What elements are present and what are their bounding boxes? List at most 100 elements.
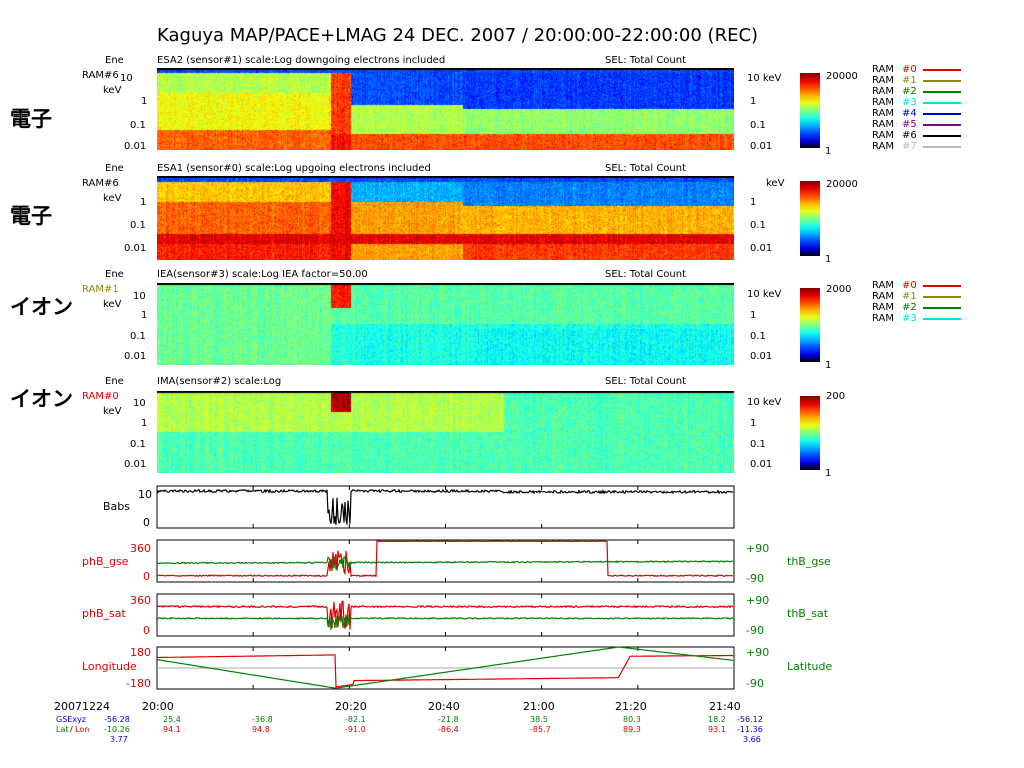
thb-sat-tick-min: -90: [746, 624, 764, 637]
ytick: 1: [141, 96, 148, 107]
unit-label: keV: [103, 299, 122, 310]
end-gse-y: -11.36: [737, 725, 763, 734]
colorbar-min: 1: [825, 146, 832, 157]
thb-sat-label: thB_sat: [787, 607, 829, 620]
legend-entry-name: RAM: [872, 108, 895, 119]
longitude-tick-max: 180: [130, 646, 151, 659]
latitude-tick-min: -90: [746, 677, 764, 690]
x-tick: 21:20: [615, 700, 647, 713]
legend-entry-name: RAM: [872, 75, 895, 86]
legend-entry-name: RAM: [872, 130, 895, 141]
legend-entry-number: #0: [902, 64, 917, 75]
gse-row-label: GSExyz: [56, 715, 86, 724]
phb-gse-tick-max: 360: [130, 542, 151, 555]
legend-entry-swatch: [923, 80, 961, 82]
legend-entry-number: #1: [902, 291, 917, 302]
x-tick: 20:00: [142, 700, 174, 713]
legend-entry-number: #6: [902, 130, 917, 141]
chart-title: Kaguya MAP/PACE+LMAG 24 DEC. 2007 / 20:0…: [157, 25, 759, 46]
longitude-line: [157, 654, 733, 688]
start-gse-x: -56.28: [104, 715, 130, 724]
colorbar-max: 200: [826, 391, 846, 402]
plot-frame: [156, 593, 735, 637]
colorbar: [800, 396, 820, 470]
sel-label: SEL: Total Count: [605, 55, 687, 66]
legend-entry-name: RAM: [872, 302, 895, 313]
ephemeris-latlon-value: 94.8: [252, 725, 270, 734]
side-label-ion-2: イオン: [10, 387, 73, 411]
legend-entry-swatch: [923, 146, 961, 148]
ephemeris-latlon-value: -85.7: [530, 725, 551, 734]
ephemeris-gse-value: 25.4: [163, 715, 181, 724]
start-gse-z: 3.77: [110, 735, 128, 744]
phb-gse-line: [156, 540, 734, 578]
panel-title: ESA2 (sensor#1) scale:Log downgoing elec…: [157, 55, 446, 66]
legend-entry-number: #2: [902, 86, 917, 97]
thb-gse-tick-max: +90: [746, 542, 770, 555]
babs-line: [156, 488, 734, 525]
side-label-electron-1: 電子: [10, 107, 52, 131]
thb-sat-tick-max: +90: [746, 594, 770, 607]
legend-entry-swatch: [923, 135, 961, 137]
legend-entry-number: #4: [902, 108, 917, 119]
ytick: 0.01: [124, 141, 147, 152]
right-tick: 0.1: [750, 331, 766, 342]
colorbar-max: 20000: [826, 179, 858, 190]
legend-entry-swatch: [923, 124, 961, 126]
ram-label: RAM#1: [82, 284, 119, 295]
x-tick: 20:20: [335, 700, 367, 713]
spectrogram-esa1: [157, 176, 734, 260]
right-tick: 1: [750, 310, 757, 321]
sel-label: SEL: Total Count: [605, 163, 687, 174]
spectrogram-esa2: [157, 68, 734, 150]
ytick: 0.1: [130, 331, 146, 342]
ytick: 1: [141, 418, 148, 429]
ephemeris-latlon-value: 94.1: [163, 725, 181, 734]
legend-entry-number: #2: [902, 302, 917, 313]
spectrogram-iea: [157, 283, 734, 365]
legend-entry-number: #1: [902, 75, 917, 86]
legend-entry-number: #3: [902, 97, 917, 108]
right-tick: keV: [766, 178, 785, 189]
panel-title: IEA(sensor#3) scale:Log IEA factor=50.00: [157, 269, 368, 280]
legend-entry-swatch: [923, 102, 961, 104]
latitude-tick-max: +90: [746, 646, 770, 659]
legend-entry-swatch: [923, 318, 961, 320]
ytick: 1: [141, 310, 148, 321]
colorbar: [800, 73, 820, 148]
legend-entry-name: RAM: [872, 280, 895, 291]
legend-entry-name: RAM: [872, 313, 895, 324]
legend-entry-swatch: [923, 69, 961, 71]
phb-sat-tick-max: 360: [130, 594, 151, 607]
ephemeris-gse-value: -21.8: [438, 715, 459, 724]
ytick: 1: [140, 197, 147, 208]
ene-label: Ene: [105, 163, 124, 174]
babs-tick-min: 0: [143, 516, 150, 529]
ephemeris-latlon-value: 93.1: [708, 725, 726, 734]
ephemeris-gse-value: -36.8: [252, 715, 273, 724]
ephemeris-gse-value: 80.3: [623, 715, 641, 724]
right-tick: 0.01: [750, 459, 773, 470]
right-tick: 0.01: [750, 141, 773, 152]
latitude-label: Latitude: [787, 660, 833, 673]
right-tick: 1: [750, 96, 757, 107]
ram-label: RAM#0: [82, 391, 119, 402]
end-gse-x: -56.12: [737, 715, 763, 724]
legend-entry-number: #5: [902, 119, 917, 130]
unit-label: keV: [103, 193, 122, 204]
legend-entry-name: RAM: [872, 291, 895, 302]
panel-title: IMA(sensor#2) scale:Log: [157, 376, 282, 387]
ene-label: Ene: [105, 376, 124, 387]
ytick: 0.1: [130, 439, 146, 450]
phb-gse-tick-min: 0: [143, 570, 150, 583]
panel-title: ESA1 (sensor#0) scale:Log upgoing electr…: [157, 163, 431, 174]
thb-gse-label: thB_gse: [787, 555, 831, 568]
colorbar-min: 1: [825, 360, 832, 371]
ephemeris-gse-value: 38.5: [530, 715, 548, 724]
x-tick: 21:00: [523, 700, 555, 713]
right-tick: 10 keV: [747, 73, 782, 84]
legend-entry-number: #3: [902, 313, 917, 324]
colorbar: [800, 288, 820, 362]
legend-entry-swatch: [923, 285, 961, 287]
